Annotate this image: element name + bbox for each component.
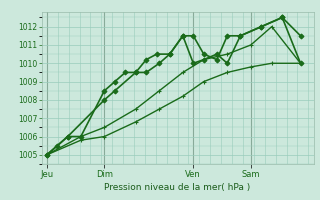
X-axis label: Pression niveau de la mer( hPa ): Pression niveau de la mer( hPa ) [104,183,251,192]
